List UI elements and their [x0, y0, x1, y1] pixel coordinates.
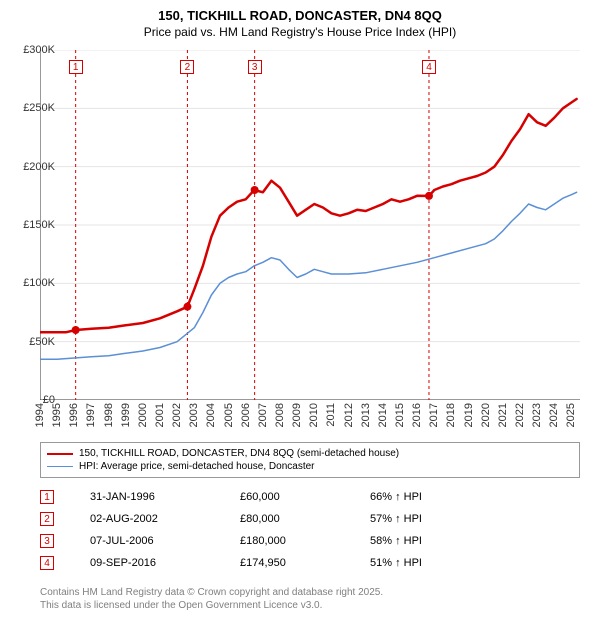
- chart-title: 150, TICKHILL ROAD, DONCASTER, DN4 8QQ: [0, 0, 600, 23]
- x-tick-label: 2023: [531, 403, 543, 427]
- x-tick-label: 2009: [291, 403, 303, 427]
- x-tick-label: 2003: [188, 403, 200, 427]
- event-marker-2: 2: [180, 60, 194, 74]
- x-tick-label: 2017: [428, 403, 440, 427]
- x-tick-label: 1996: [68, 403, 80, 427]
- x-tick-label: 2010: [308, 403, 320, 427]
- sale-dot: [251, 186, 259, 194]
- table-marker-2: 2: [40, 512, 54, 526]
- x-tick-label: 2013: [360, 403, 372, 427]
- legend: 150, TICKHILL ROAD, DONCASTER, DN4 8QQ (…: [40, 442, 580, 478]
- x-tick-label: 2006: [240, 403, 252, 427]
- footer-line-1: Contains HM Land Registry data © Crown c…: [40, 586, 383, 599]
- event-marker-3: 3: [248, 60, 262, 74]
- x-tick-label: 2001: [154, 403, 166, 427]
- event-marker-1: 1: [69, 60, 83, 74]
- sale-pct-hpi: 57% ↑ HPI: [370, 513, 520, 525]
- x-tick-label: 2007: [257, 403, 269, 427]
- x-tick-label: 2012: [343, 403, 355, 427]
- sale-date: 02-AUG-2002: [90, 513, 240, 525]
- x-tick-label: 2018: [445, 403, 457, 427]
- x-tick-label: 2022: [514, 403, 526, 427]
- chart-subtitle: Price paid vs. HM Land Registry's House …: [0, 23, 600, 39]
- sales-table: 1 31-JAN-1996£60,00066% ↑ HPI 2 02-AUG-2002…: [40, 486, 580, 574]
- x-tick-label: 1995: [51, 403, 63, 427]
- sale-price: £174,950: [240, 557, 370, 569]
- x-tick-label: 2020: [480, 403, 492, 427]
- y-tick-label: £150K: [23, 219, 55, 231]
- table-row: 1 31-JAN-1996£60,00066% ↑ HPI: [40, 486, 580, 508]
- x-tick-label: 2014: [377, 403, 389, 427]
- x-tick-label: 2016: [411, 403, 423, 427]
- sale-pct-hpi: 58% ↑ HPI: [370, 535, 520, 547]
- x-tick-label: 2019: [463, 403, 475, 427]
- sale-price: £60,000: [240, 491, 370, 503]
- series-price_paid: [40, 99, 577, 332]
- footer-attribution: Contains HM Land Registry data © Crown c…: [40, 586, 383, 612]
- sale-pct-hpi: 66% ↑ HPI: [370, 491, 520, 503]
- legend-swatch: [47, 453, 73, 455]
- y-tick-label: £200K: [23, 161, 55, 173]
- sale-pct-hpi: 51% ↑ HPI: [370, 557, 520, 569]
- x-tick-label: 1994: [34, 403, 46, 427]
- x-tick-label: 2015: [394, 403, 406, 427]
- sale-price: £180,000: [240, 535, 370, 547]
- x-tick-label: 2011: [325, 403, 337, 427]
- y-tick-label: £100K: [23, 277, 55, 289]
- series-hpi: [40, 192, 577, 359]
- x-tick-label: 1998: [103, 403, 115, 427]
- legend-swatch: [47, 466, 73, 467]
- x-tick-label: 2000: [137, 403, 149, 427]
- x-tick-label: 1999: [120, 403, 132, 427]
- legend-label: HPI: Average price, semi-detached house,…: [79, 461, 315, 472]
- sale-price: £80,000: [240, 513, 370, 525]
- y-tick-label: £50K: [29, 336, 55, 348]
- legend-row: 150, TICKHILL ROAD, DONCASTER, DN4 8QQ (…: [47, 447, 573, 460]
- plot-svg: [40, 50, 580, 400]
- table-marker-1: 1: [40, 490, 54, 504]
- footer-line-2: This data is licensed under the Open Gov…: [40, 599, 383, 612]
- sale-dot: [72, 326, 80, 334]
- table-marker-3: 3: [40, 534, 54, 548]
- table-row: 4 09-SEP-2016£174,95051% ↑ HPI: [40, 552, 580, 574]
- x-tick-label: 1997: [85, 403, 97, 427]
- sale-date: 09-SEP-2016: [90, 557, 240, 569]
- event-marker-4: 4: [422, 60, 436, 74]
- y-tick-label: £300K: [23, 44, 55, 56]
- table-row: 2 02-AUG-2002£80,00057% ↑ HPI: [40, 508, 580, 530]
- x-tick-label: 2002: [171, 403, 183, 427]
- table-row: 3 07-JUL-2006£180,00058% ↑ HPI: [40, 530, 580, 552]
- legend-row: HPI: Average price, semi-detached house,…: [47, 460, 573, 473]
- sale-date: 31-JAN-1996: [90, 491, 240, 503]
- x-tick-label: 2008: [274, 403, 286, 427]
- sale-dot: [425, 192, 433, 200]
- sale-dot: [183, 303, 191, 311]
- chart-container: { "title_line1": "150, TICKHILL ROAD, DO…: [0, 0, 600, 620]
- legend-label: 150, TICKHILL ROAD, DONCASTER, DN4 8QQ (…: [79, 448, 399, 459]
- x-tick-label: 2004: [205, 403, 217, 427]
- plot-area: [40, 50, 580, 400]
- x-tick-label: 2025: [565, 403, 577, 427]
- x-tick-label: 2021: [497, 403, 509, 427]
- x-tick-label: 2024: [548, 403, 560, 427]
- x-tick-label: 2005: [223, 403, 235, 427]
- sale-date: 07-JUL-2006: [90, 535, 240, 547]
- table-marker-4: 4: [40, 556, 54, 570]
- y-tick-label: £250K: [23, 102, 55, 114]
